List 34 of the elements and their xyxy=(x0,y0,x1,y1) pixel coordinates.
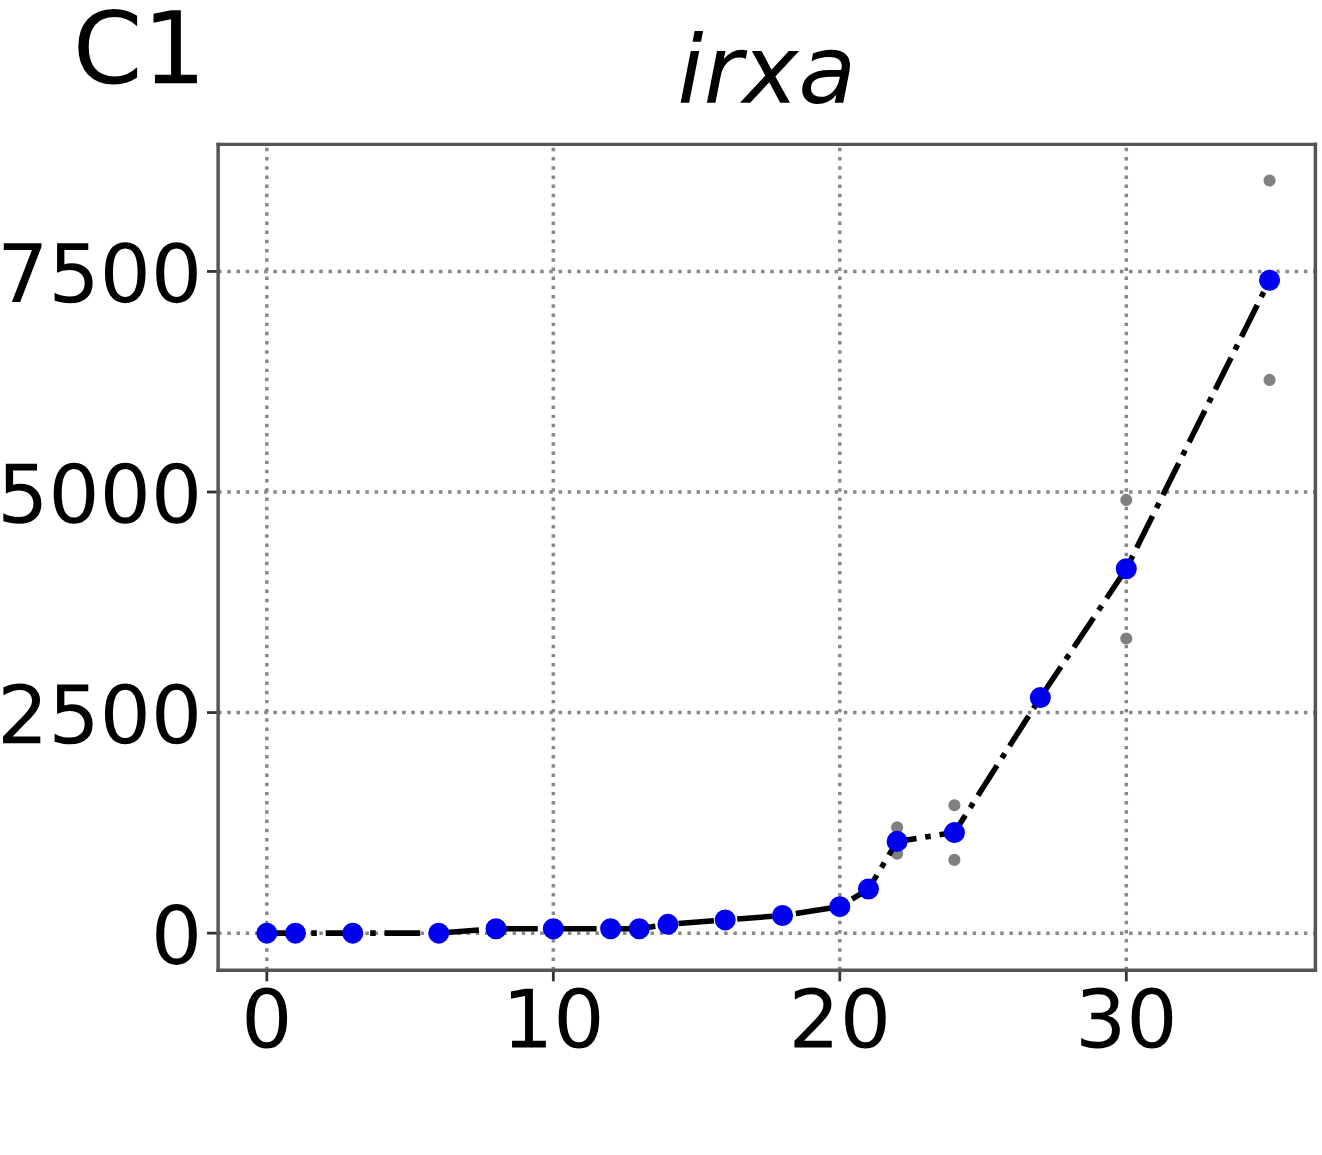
point xyxy=(256,922,278,944)
x-tick-label: 20 xyxy=(794,987,886,1049)
point xyxy=(1263,174,1276,187)
point xyxy=(714,909,736,931)
y-tick-label: 2500 xyxy=(3,683,197,745)
point xyxy=(943,822,965,844)
point xyxy=(1120,493,1133,507)
point xyxy=(1029,687,1051,709)
x-tick-label: 0 xyxy=(246,987,288,1049)
point xyxy=(284,922,306,944)
x-tick-label: 30 xyxy=(1081,987,1173,1049)
text: C1 xyxy=(78,8,197,85)
chart-title: irxa xyxy=(680,30,850,105)
point xyxy=(772,904,794,927)
point xyxy=(829,896,851,918)
point xyxy=(1263,373,1276,387)
y-tick-label: 0 xyxy=(156,903,197,965)
x-tick-label: 10 xyxy=(510,987,600,1049)
point xyxy=(428,922,450,944)
point xyxy=(1120,632,1133,645)
y-tick-label: 5000 xyxy=(3,462,197,524)
point xyxy=(948,799,961,812)
point xyxy=(657,913,679,935)
point xyxy=(948,853,961,866)
y-tick-label: 7500 xyxy=(3,242,197,304)
point xyxy=(600,918,622,940)
point xyxy=(542,918,564,940)
point xyxy=(1259,269,1281,291)
point xyxy=(342,922,364,944)
point xyxy=(628,918,650,940)
point xyxy=(485,918,507,940)
point xyxy=(857,878,879,900)
point xyxy=(886,830,908,852)
point xyxy=(1115,558,1137,580)
